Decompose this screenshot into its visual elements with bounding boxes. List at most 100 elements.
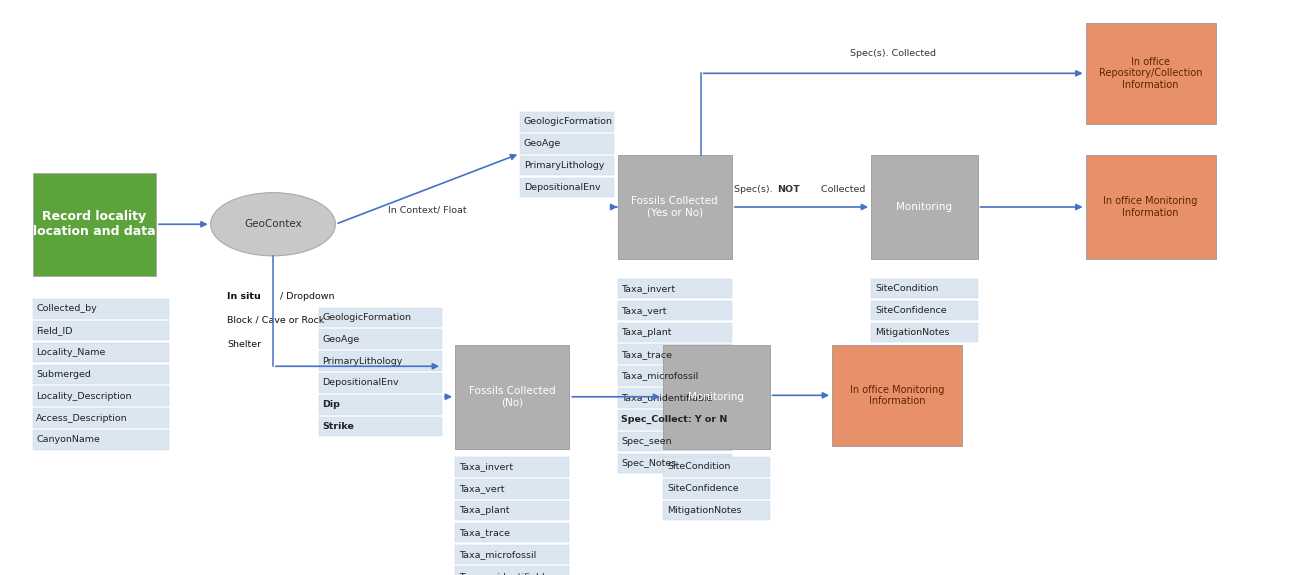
FancyBboxPatch shape [455, 457, 569, 477]
Text: GeoAge: GeoAge [524, 139, 562, 148]
Text: Monitoring: Monitoring [688, 392, 745, 402]
Text: GeoContex: GeoContex [244, 219, 302, 229]
Text: In office Monitoring
Information: In office Monitoring Information [1104, 196, 1197, 218]
FancyBboxPatch shape [871, 323, 978, 342]
Text: Taxa_microfossil: Taxa_microfossil [621, 371, 698, 381]
FancyBboxPatch shape [1086, 23, 1216, 124]
Text: Collected: Collected [819, 185, 866, 194]
Text: Record locality
location and data: Record locality location and data [32, 210, 156, 238]
Text: Collected_by: Collected_by [36, 304, 98, 313]
FancyBboxPatch shape [318, 417, 442, 436]
FancyBboxPatch shape [520, 134, 614, 154]
Text: Spec(s).: Spec(s). [733, 185, 775, 194]
FancyBboxPatch shape [663, 457, 770, 477]
FancyBboxPatch shape [32, 430, 169, 450]
Text: In office
Repository/Collection
Information: In office Repository/Collection Informat… [1098, 57, 1202, 90]
Text: Dip: Dip [322, 400, 341, 409]
FancyBboxPatch shape [32, 343, 169, 362]
Text: Taxa_plant: Taxa_plant [621, 328, 672, 337]
Text: Taxa_vert: Taxa_vert [621, 306, 667, 315]
Text: Taxa_trace: Taxa_trace [459, 528, 510, 537]
Text: PrimaryLithology: PrimaryLithology [322, 356, 403, 366]
FancyBboxPatch shape [663, 501, 770, 520]
Text: CanyonName: CanyonName [36, 435, 100, 444]
FancyBboxPatch shape [618, 344, 732, 364]
Text: SiteConfidence: SiteConfidence [875, 306, 946, 315]
FancyBboxPatch shape [455, 479, 569, 499]
FancyBboxPatch shape [32, 321, 169, 340]
FancyBboxPatch shape [32, 365, 169, 384]
FancyBboxPatch shape [32, 408, 169, 428]
Text: Fossils Collected
(No): Fossils Collected (No) [469, 386, 555, 408]
Text: SiteConfidence: SiteConfidence [667, 484, 738, 493]
FancyBboxPatch shape [832, 345, 962, 446]
FancyBboxPatch shape [1086, 155, 1216, 259]
Text: Submerged: Submerged [36, 370, 91, 379]
Text: Access_Description: Access_Description [36, 413, 127, 423]
FancyBboxPatch shape [520, 178, 614, 197]
Text: Spec_Collect: Y or N: Spec_Collect: Y or N [621, 415, 728, 424]
Text: PrimaryLithology: PrimaryLithology [524, 161, 604, 170]
FancyBboxPatch shape [871, 279, 978, 298]
Ellipse shape [211, 193, 335, 256]
FancyBboxPatch shape [520, 112, 614, 132]
FancyBboxPatch shape [618, 301, 732, 320]
Text: Fossils Collected
(Yes or No): Fossils Collected (Yes or No) [632, 196, 718, 218]
FancyBboxPatch shape [32, 386, 169, 406]
FancyBboxPatch shape [618, 366, 732, 386]
Text: DepositionalEnv: DepositionalEnv [322, 378, 399, 388]
Text: Locality_Name: Locality_Name [36, 348, 105, 357]
FancyBboxPatch shape [663, 479, 770, 499]
FancyBboxPatch shape [871, 301, 978, 320]
FancyBboxPatch shape [318, 395, 442, 415]
FancyBboxPatch shape [455, 523, 569, 542]
Text: Taxa_invert: Taxa_invert [621, 284, 676, 293]
Text: Shelter: Shelter [227, 340, 261, 349]
FancyBboxPatch shape [618, 410, 732, 430]
Text: Strike: Strike [322, 422, 355, 431]
FancyBboxPatch shape [318, 373, 442, 393]
FancyBboxPatch shape [32, 172, 156, 276]
Text: In situ: In situ [227, 292, 261, 301]
Text: Taxa_plant: Taxa_plant [459, 506, 510, 515]
FancyBboxPatch shape [32, 299, 169, 319]
FancyBboxPatch shape [455, 566, 569, 575]
FancyBboxPatch shape [871, 155, 978, 259]
Text: Taxa_unidentifiable: Taxa_unidentifiable [621, 393, 712, 402]
FancyBboxPatch shape [318, 329, 442, 349]
FancyBboxPatch shape [618, 155, 732, 259]
FancyBboxPatch shape [618, 432, 732, 451]
FancyBboxPatch shape [618, 279, 732, 298]
Text: MitigationNotes: MitigationNotes [875, 328, 949, 337]
Text: Taxa_vert: Taxa_vert [459, 484, 504, 493]
Text: Taxa_invert: Taxa_invert [459, 462, 514, 471]
Text: Block / Cave or Rock: Block / Cave or Rock [227, 316, 325, 325]
Text: Monitoring: Monitoring [896, 202, 953, 212]
Text: Spec_seen: Spec_seen [621, 437, 672, 446]
Text: In office Monitoring
Information: In office Monitoring Information [850, 385, 944, 406]
Text: Spec_Notes: Spec_Notes [621, 459, 676, 468]
FancyBboxPatch shape [520, 156, 614, 175]
FancyBboxPatch shape [455, 545, 569, 564]
Text: Taxa_trace: Taxa_trace [621, 350, 672, 359]
Text: Locality_Description: Locality_Description [36, 392, 131, 401]
Text: GeologicFormation: GeologicFormation [322, 313, 411, 322]
Text: SiteCondition: SiteCondition [875, 284, 939, 293]
Text: In Context/ Float: In Context/ Float [389, 205, 467, 214]
FancyBboxPatch shape [318, 351, 442, 371]
Text: MitigationNotes: MitigationNotes [667, 506, 741, 515]
Text: SiteCondition: SiteCondition [667, 462, 731, 471]
FancyBboxPatch shape [618, 388, 732, 408]
Text: DepositionalEnv: DepositionalEnv [524, 183, 601, 192]
Text: Taxa_microfossil: Taxa_microfossil [459, 550, 536, 559]
FancyBboxPatch shape [455, 501, 569, 520]
FancyBboxPatch shape [455, 345, 569, 448]
Text: GeoAge: GeoAge [322, 335, 360, 344]
Text: Spec(s). Collected: Spec(s). Collected [850, 49, 936, 58]
FancyBboxPatch shape [618, 454, 732, 473]
Text: Field_ID: Field_ID [36, 326, 73, 335]
Text: GeologicFormation: GeologicFormation [524, 117, 612, 126]
FancyBboxPatch shape [618, 323, 732, 342]
Text: NOT: NOT [777, 185, 800, 194]
FancyBboxPatch shape [318, 308, 442, 327]
